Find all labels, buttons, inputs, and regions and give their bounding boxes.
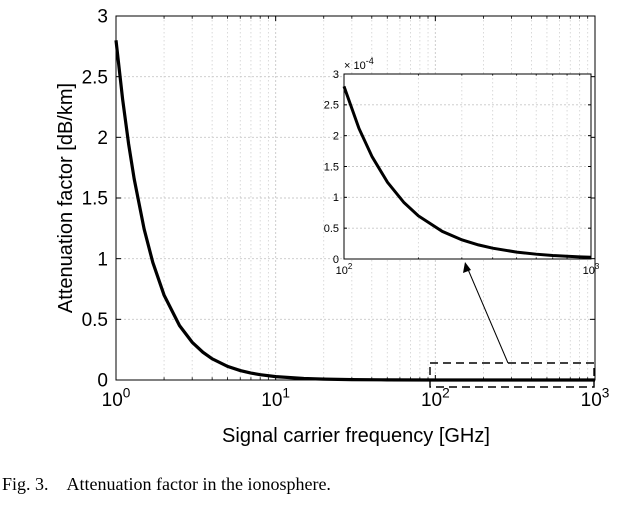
x-tick-label: 101 bbox=[261, 385, 290, 411]
zoom-arrow-line bbox=[466, 266, 509, 364]
inset-tick-marks bbox=[343, 73, 592, 260]
zoom-arrow-head bbox=[463, 262, 471, 273]
y-tick-label: 1 bbox=[333, 192, 339, 204]
main-attenuation-curve bbox=[114, 40, 595, 382]
y-tick-label: 0.5 bbox=[324, 223, 339, 235]
main-y-tick-labels: 0 0.5 1 1.5 2 2.5 3 bbox=[82, 7, 108, 392]
x-tick-label: 102 bbox=[336, 262, 353, 277]
inset-grid bbox=[344, 74, 591, 259]
x-tick-label: 103 bbox=[581, 385, 610, 411]
y-tick-label: 1.5 bbox=[324, 161, 339, 173]
caption-number: Fig. 3. bbox=[2, 474, 49, 494]
caption-text: Attenuation factor in the ionosphere. bbox=[66, 474, 331, 494]
y-tick-label: 0 bbox=[333, 254, 339, 266]
y-tick-label: 3 bbox=[333, 69, 339, 81]
y-tick-label: 2 bbox=[97, 128, 108, 149]
y-tick-label: 1.5 bbox=[82, 189, 108, 210]
inset-attenuation-curve bbox=[342, 85, 592, 259]
y-axis-label: Attenuation factor [dB/km] bbox=[55, 83, 77, 313]
y-tick-label: 3 bbox=[97, 7, 108, 28]
x-tick-label: 103 bbox=[583, 262, 600, 277]
main-x-tick-labels: 100 101 102 103 bbox=[102, 385, 610, 411]
inset-y-tick-labels: 0 0.5 1 1.5 2 2.5 3 bbox=[324, 69, 339, 266]
x-axis-label: Signal carrier frequency [GHz] bbox=[222, 425, 490, 447]
zoom-region-box bbox=[429, 362, 595, 388]
x-tick-label: 102 bbox=[421, 385, 450, 411]
inset-y-multiplier: × 10-4 bbox=[344, 56, 374, 72]
inset-x-tick-labels: 102 103 bbox=[336, 262, 600, 277]
figure-caption: Fig. 3. Attenuation factor in the ionosph… bbox=[0, 474, 617, 504]
y-tick-label: 2.5 bbox=[324, 100, 339, 112]
y-tick-label: 2 bbox=[333, 131, 339, 143]
x-tick-label: 100 bbox=[102, 385, 131, 411]
y-tick-label: 0.5 bbox=[82, 310, 108, 331]
y-tick-label: 2.5 bbox=[82, 67, 108, 88]
y-tick-label: 0 bbox=[97, 371, 108, 392]
y-tick-label: 1 bbox=[97, 249, 108, 270]
attenuation-figure: 100 101 102 103 00.511.522.53 Signal carrie… bbox=[55, 7, 610, 447]
